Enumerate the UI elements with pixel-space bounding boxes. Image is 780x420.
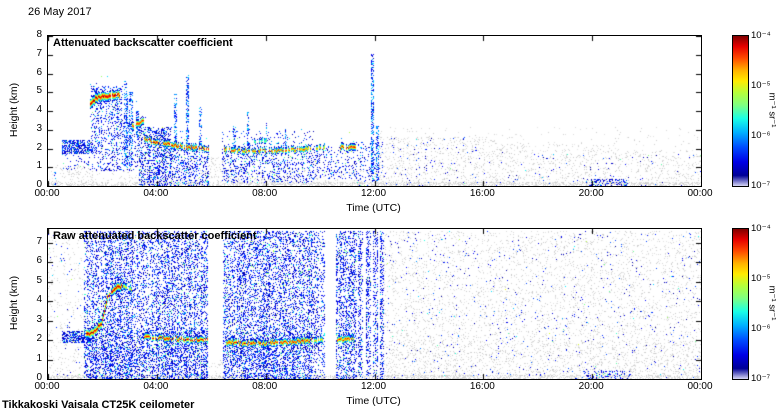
colorbar-tick-label: 10⁻⁴ — [751, 30, 771, 41]
heatmap-canvas-raw — [48, 229, 701, 379]
x-tick-label: 20:00 — [578, 381, 604, 392]
colorbar-tick-label: 10⁻⁵ — [751, 273, 771, 284]
x-tick-label: 20:00 — [578, 188, 604, 199]
x-tick-label: 12:00 — [360, 381, 387, 392]
colorbar-unit-label: m⁻¹ sr⁻¹ — [766, 285, 778, 321]
x-tick-label: 08:00 — [252, 188, 278, 199]
plot-area: Raw attenuated backscatter coefficient — [47, 228, 702, 380]
x-tick-label: 00:00 — [34, 381, 60, 392]
x-tick-label: 04:00 — [143, 188, 169, 199]
heatmap-canvas-attenuated — [48, 36, 701, 186]
y-axis-label: Height (km) — [8, 275, 20, 331]
x-tick-label: 16:00 — [469, 381, 495, 392]
y-tick-label: 6 — [36, 255, 42, 267]
x-tick-label: 08:00 — [252, 381, 278, 392]
y-tick-label: 0 — [36, 372, 42, 383]
instrument-label: Tikkakoski Vaisala CT25K ceilometer — [2, 399, 195, 411]
colorbar-tick-label: 10⁻⁶ — [751, 130, 771, 141]
y-tick-label: 6 — [36, 66, 42, 78]
x-tick-label: 00:00 — [34, 188, 60, 199]
x-axis-label: Time (UTC) — [346, 202, 401, 214]
y-axis-label: Height (km) — [8, 82, 20, 138]
y-tick-label: 7 — [36, 235, 42, 247]
panel-title: Attenuated backscatter coefficient — [53, 37, 233, 49]
y-tick-label: 7 — [36, 47, 42, 59]
y-tick-label: 1 — [36, 160, 42, 172]
x-tick-label: 00:00 — [687, 381, 713, 392]
plot-area: Attenuated backscatter coefficient — [47, 35, 702, 187]
date-label: 26 May 2017 — [28, 6, 92, 18]
y-tick-label: 1 — [36, 352, 42, 364]
y-tick-label: 0 — [36, 179, 42, 190]
colorbar — [732, 228, 749, 380]
colorbar-tick-label: 10⁻⁶ — [751, 323, 771, 334]
colorbar-tick-label: 10⁻⁴ — [751, 223, 771, 234]
y-tick-label: 8 — [36, 29, 42, 40]
panel-attenuated: Height (km) Attenuated backscatter coeff… — [0, 29, 780, 214]
colorbar-unit-label: m⁻¹ sr⁻¹ — [766, 92, 778, 128]
y-tick-label: 2 — [36, 333, 42, 345]
x-tick-label: 12:00 — [360, 188, 387, 199]
colorbar — [732, 35, 749, 187]
panel-raw: Height (km) Raw attenuated backscatter c… — [0, 223, 780, 407]
colorbar-tick-label: 10⁻⁷ — [751, 180, 771, 191]
x-tick-label: 04:00 — [143, 381, 169, 392]
colorbar-tick-label: 10⁻⁵ — [751, 80, 771, 91]
colorbar-tick-label: 10⁻⁷ — [751, 373, 771, 384]
x-tick-label: 16:00 — [469, 188, 495, 199]
x-axis-label: Time (UTC) — [346, 395, 401, 407]
panel-title: Raw attenuated backscatter coefficient — [53, 230, 257, 242]
y-tick-label: 2 — [36, 141, 42, 153]
x-tick-label: 00:00 — [687, 188, 713, 199]
